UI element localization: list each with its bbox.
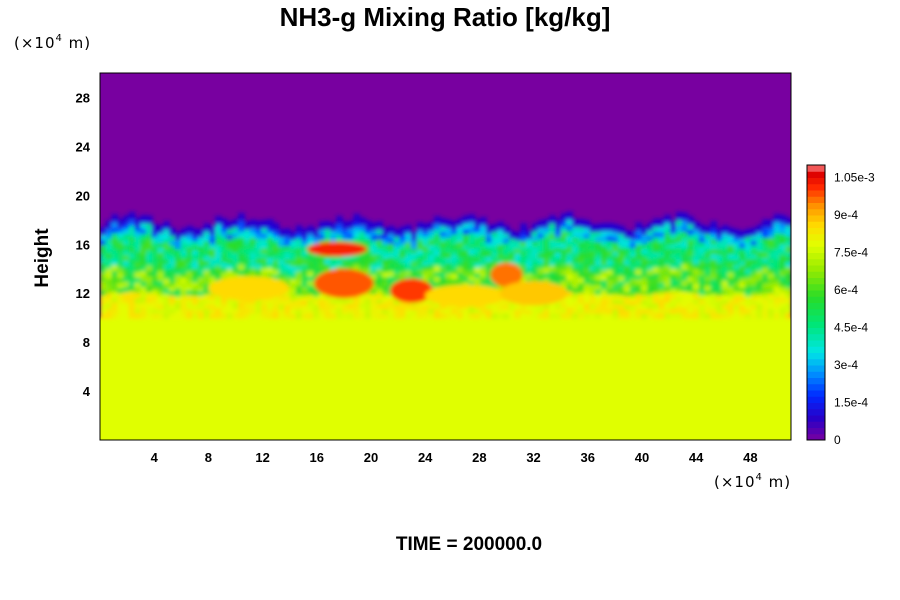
colorbar-segment	[807, 308, 825, 316]
y-tick-label: 20	[76, 188, 90, 203]
colorbar-segment	[807, 296, 825, 303]
x-tick-label: 8	[205, 450, 212, 465]
colorbar-segment	[807, 277, 825, 285]
x-tick-label: 28	[472, 450, 486, 465]
colorbar-tick-label: 1.5e-4	[834, 396, 868, 410]
y-axis-ticks: 4 8 12 16 20 24 28	[76, 90, 91, 399]
colorbar-segment	[807, 290, 825, 297]
y-tick-label: 16	[76, 237, 90, 252]
colorbar-segment	[807, 283, 825, 291]
colorbar-segment	[807, 346, 825, 353]
colorbar-segment	[807, 233, 825, 241]
y-tick-label: 8	[83, 335, 90, 350]
colorbar-segment	[807, 208, 825, 216]
colorbar-segment	[807, 240, 825, 247]
colorbar-tick-label: 3e-4	[834, 358, 858, 372]
colorbar-segment	[807, 215, 825, 222]
x-tick-label: 12	[255, 450, 269, 465]
colorbar-segment	[807, 258, 825, 266]
x-tick-label: 24	[418, 450, 433, 465]
colorbar-segment	[807, 371, 825, 378]
x-tick-label: 32	[526, 450, 540, 465]
colorbar-segment	[807, 227, 825, 235]
x-tick-label: 16	[310, 450, 324, 465]
colorbar-segment	[807, 190, 825, 197]
colorbar-segment	[807, 315, 825, 322]
colorbar-segment	[807, 402, 825, 410]
colorbar: 0 1.5e-4 3e-4 4.5e-4 6e-4 7.5e-4 9e-4 1.05e-3	[806, 164, 875, 447]
colorbar-segment	[807, 415, 825, 422]
x-tick-label: 20	[364, 450, 378, 465]
colorbar-tick-label: 7.5e-4	[834, 246, 868, 260]
colorbar-segment	[807, 221, 825, 228]
colorbar-segment	[807, 377, 825, 385]
x-unit-label: (×104 m)	[714, 472, 791, 491]
y-tick-label: 24	[76, 139, 91, 154]
colorbar-segment	[807, 390, 825, 397]
colorbar-segment	[807, 327, 825, 335]
colorbar-tick-label: 6e-4	[834, 283, 858, 297]
colorbar-segment	[807, 265, 825, 272]
colorbar-segment	[807, 183, 825, 191]
x-axis-ticks: 4 8 12 16 20 24 28 32 36 40 44 48	[151, 450, 758, 465]
heatmap-turbulent-layer	[100, 211, 791, 440]
colorbar-segment	[807, 421, 825, 428]
colorbar-tick-label: 9e-4	[834, 208, 858, 222]
y-tick-label: 4	[83, 384, 91, 399]
colorbar-segment	[807, 352, 825, 360]
colorbar-tick-label: 1.05e-3	[834, 171, 875, 185]
x-tick-label: 40	[635, 450, 649, 465]
y-axis-label: Height	[32, 228, 53, 288]
colorbar-segment	[807, 408, 825, 416]
colorbar-segment	[807, 302, 825, 310]
x-tick-label: 44	[689, 450, 704, 465]
x-tick-label: 48	[743, 450, 757, 465]
colorbar-tick-label: 4.5e-4	[834, 321, 868, 335]
colorbar-tick-label: 0	[834, 433, 841, 447]
chart-title: NH3-g Mixing Ratio [kg/kg]	[280, 2, 611, 32]
colorbar-segment	[807, 271, 825, 278]
colorbar-segment	[807, 358, 825, 366]
colorbar-segment	[807, 171, 825, 178]
colorbar-segment	[807, 165, 825, 172]
colorbar-segment	[807, 321, 825, 328]
colorbar-segment	[807, 252, 825, 260]
x-tick-label: 36	[581, 450, 595, 465]
y-tick-label: 12	[76, 286, 90, 301]
colorbar-segment	[807, 177, 825, 185]
time-label: TIME = 200000.0	[396, 534, 542, 555]
plot-frame	[99, 72, 792, 441]
y-tick-label: 28	[76, 90, 90, 105]
y-unit-label: (×104 m)	[14, 33, 91, 52]
colorbar-segment	[807, 396, 825, 403]
colorbar-segment	[807, 427, 825, 435]
colorbar-segment	[807, 196, 825, 203]
colorbar-segment	[807, 340, 825, 347]
x-tick-label: 4	[151, 450, 159, 465]
colorbar-segment	[807, 433, 825, 441]
colorbar-segment	[807, 333, 825, 341]
colorbar-segment	[807, 202, 825, 210]
heatmap-plot-area	[100, 73, 791, 440]
colorbar-segment	[807, 365, 825, 372]
colorbar-segment	[807, 383, 825, 391]
colorbar-frame	[806, 164, 826, 441]
colorbar-segment	[807, 246, 825, 253]
